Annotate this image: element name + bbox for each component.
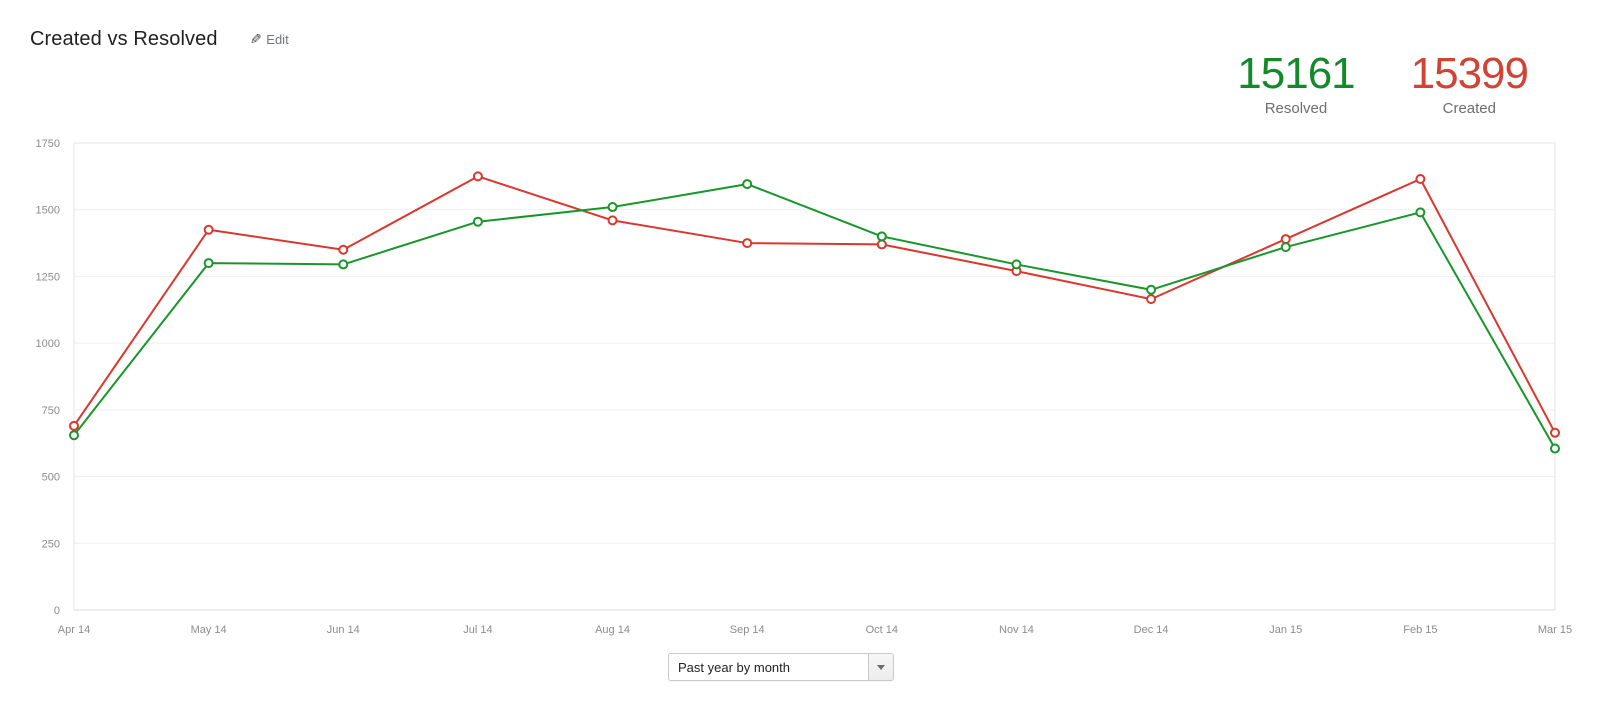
data-point-resolved <box>607 202 618 213</box>
data-point-resolved <box>1415 207 1426 218</box>
y-axis-tick-label: 1750 <box>36 138 60 150</box>
y-axis-tick-label: 1000 <box>36 338 60 350</box>
created-vs-resolved-chart: 0 250 500 750 1000 1250 1500 1750 Apr 14 May 14 Ju… <box>36 138 1573 636</box>
data-point-resolved <box>472 216 483 227</box>
data-point-created <box>1415 174 1426 185</box>
x-axis-tick-label: Dec 14 <box>1134 624 1169 636</box>
data-point-resolved <box>69 430 79 441</box>
page-title: Created vs Resolved <box>30 28 218 50</box>
data-point-created <box>742 238 753 249</box>
data-point-resolved <box>1550 443 1560 454</box>
period-select-caret-button[interactable] <box>868 654 893 680</box>
data-point-resolved <box>203 258 214 269</box>
x-axis-tick-label: Oct 14 <box>866 624 898 636</box>
totals: 15161 Resolved 15399 Created <box>1237 49 1529 118</box>
x-axis-tick-label: Aug 14 <box>595 624 630 636</box>
data-point-created <box>338 244 349 255</box>
x-axis-tick-label: Sep 14 <box>730 624 765 636</box>
x-axis-tick-label: Feb 15 <box>1403 624 1437 636</box>
x-axis-tick-label: Apr 14 <box>58 624 90 636</box>
created-total-label: Created <box>1442 100 1496 117</box>
data-point-resolved <box>1146 284 1157 295</box>
chart-header: Created vs Resolved ✎ Edit <box>30 28 289 51</box>
created-stat: 15399 Created <box>1410 49 1529 118</box>
data-point-created <box>607 215 618 226</box>
x-axis-tick-label: May 14 <box>191 624 227 636</box>
data-point-resolved <box>1011 259 1022 270</box>
data-point-created <box>203 224 214 235</box>
data-point-created <box>472 171 483 182</box>
data-point-created <box>69 420 79 431</box>
created-total: 15399 <box>1410 49 1529 98</box>
y-axis-tick-label: 750 <box>42 405 60 417</box>
x-axis-tick-label: Nov 14 <box>999 624 1034 636</box>
data-point-created <box>1280 234 1291 245</box>
data-point-resolved <box>742 179 753 190</box>
chevron-down-icon <box>877 664 885 670</box>
edit-button-label: Edit <box>266 32 289 47</box>
x-axis-tick-label: Jan 15 <box>1269 624 1302 636</box>
x-axis-tick-label: Jul 14 <box>463 624 492 636</box>
x-axis-tick-label: Jun 14 <box>327 624 360 636</box>
y-axis-tick-label: 0 <box>54 605 60 617</box>
y-axis-tick-label: 1500 <box>36 205 60 217</box>
resolved-stat: 15161 Resolved <box>1237 49 1355 118</box>
data-point-created <box>1550 427 1560 438</box>
y-axis-tick-label: 250 <box>42 538 60 550</box>
resolved-total: 15161 <box>1237 49 1355 98</box>
data-point-resolved <box>338 259 349 270</box>
period-select-value: Past year by month <box>678 659 790 675</box>
period-select[interactable]: Past year by month <box>668 653 894 681</box>
series-line-created <box>73 175 1556 434</box>
y-axis-tick-label: 1250 <box>36 271 60 283</box>
x-axis-tick-label: Mar 15 <box>1538 624 1572 636</box>
y-axis-tick-label: 500 <box>42 472 60 484</box>
data-point-resolved <box>876 231 887 242</box>
series-line-resolved <box>73 183 1556 450</box>
edit-button[interactable]: ✎ Edit <box>250 31 289 48</box>
data-point-resolved <box>1280 242 1291 253</box>
resolved-total-label: Resolved <box>1264 100 1328 117</box>
data-point-created <box>1146 294 1157 305</box>
pencil-icon: ✎ <box>249 31 262 47</box>
data-point-created <box>876 239 887 250</box>
